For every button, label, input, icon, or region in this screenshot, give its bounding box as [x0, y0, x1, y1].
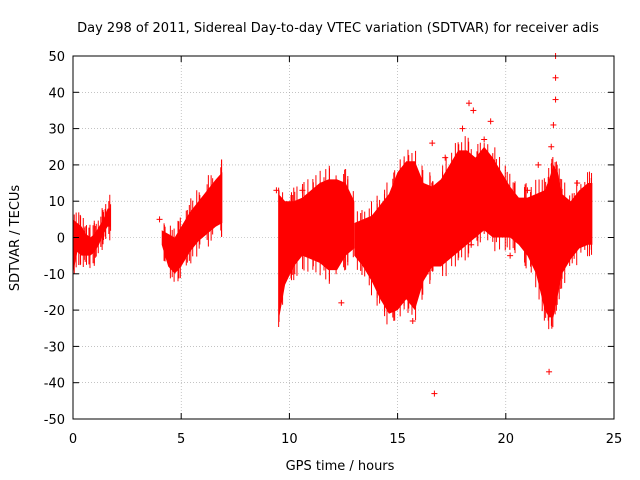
outlier-point: [470, 107, 477, 114]
x-tick-label: 15: [389, 432, 406, 447]
x-tick-label: 5: [177, 432, 185, 447]
outlier-point: [481, 136, 488, 143]
outlier-point: [548, 143, 555, 150]
y-tick-labels: -50 -40 -30 -20 -10 0 10 20 30 40 50: [44, 50, 65, 428]
y-tick-label: -40: [44, 377, 65, 392]
outlier-point: [273, 187, 280, 194]
outlier-point: [372, 212, 379, 219]
y-tick-label: 10: [48, 195, 65, 210]
outlier-point: [299, 187, 306, 194]
y-tick-label: -10: [44, 268, 65, 283]
data-band: [278, 179, 355, 321]
axis-ticks: [72, 55, 615, 420]
x-axis-label: GPS time / hours: [286, 459, 395, 474]
y-axis-label: SDTVAR / TECUs: [8, 185, 23, 292]
outlier-point: [422, 270, 429, 277]
outlier-point: [507, 252, 514, 259]
outlier-point: [442, 154, 449, 161]
y-tick-label: -20: [44, 304, 65, 319]
outlier-point: [409, 317, 416, 324]
data-band: [73, 208, 111, 274]
outlier-point: [524, 187, 531, 194]
x-tick-label: 10: [281, 432, 298, 447]
outlier-point: [535, 161, 542, 168]
outlier-point: [552, 74, 559, 81]
outlier-point: [494, 205, 501, 212]
y-tick-label: 30: [48, 123, 65, 138]
x-tick-label: 20: [498, 432, 515, 447]
y-tick-label: 0: [57, 232, 65, 247]
y-tick-label: -30: [44, 340, 65, 355]
outlier-point: [156, 216, 163, 223]
y-tick-label: 40: [48, 86, 65, 101]
outlier-point: [466, 100, 473, 107]
y-tick-label: -50: [44, 413, 65, 428]
outlier-point: [552, 96, 559, 103]
y-tick-label: 20: [48, 159, 65, 174]
outlier-point: [550, 121, 557, 128]
chart-title: Day 298 of 2011, Sidereal Day-to-day VTE…: [77, 21, 599, 36]
x-tick-labels: 0 5 10 15 20 25: [69, 432, 622, 447]
outlier-point: [468, 241, 475, 248]
y-tick-label: 50: [48, 50, 65, 65]
data-band: [354, 146, 593, 318]
x-tick-label: 25: [606, 432, 623, 447]
outlier-point: [487, 118, 494, 125]
outlier-point: [574, 180, 581, 187]
outlier-point: [429, 140, 436, 147]
x-tick-label: 0: [69, 432, 77, 447]
outlier-point: [546, 368, 553, 375]
data-layer: [72, 53, 593, 397]
outlier-point: [338, 299, 345, 306]
outlier-point: [459, 125, 466, 132]
outlier-point: [431, 390, 438, 397]
